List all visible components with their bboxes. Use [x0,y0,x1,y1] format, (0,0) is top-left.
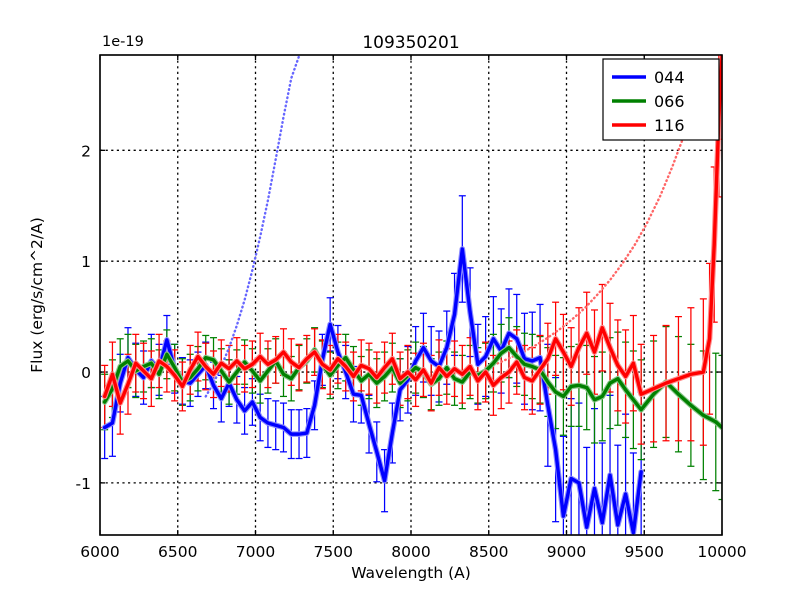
series-line-044 [102,247,643,535]
x-tick-label: 9000 [547,543,586,561]
legend-label-044[interactable]: 044 [654,68,685,87]
legend[interactable]: 044 066 116 [602,58,720,141]
legend-label-066[interactable]: 066 [654,92,685,111]
data-series-layer [101,55,722,535]
y-tick-label: -1 [76,475,91,493]
y-tick-label: 1 [81,253,91,271]
x-tick-label: 8000 [391,543,430,561]
x-axis-label: Wavelength (A) [351,564,471,582]
x-tick-label: 10000 [697,543,746,561]
continuum-116-continuum [484,60,708,369]
x-tick-labels: 6000 6500 7000 7500 8000 8500 9000 9500 10000 [80,543,746,561]
x-tick-label: 9500 [625,543,664,561]
y-tick-label: 2 [81,142,91,160]
y-tick-label: 0 [81,364,91,382]
y-axis-offset-label: 1e-19 [102,34,144,50]
page-title: 109350201 [362,33,459,53]
series-line-116 [102,55,722,405]
x-tick-label: 6500 [158,543,197,561]
legend-label-116[interactable]: 116 [654,116,685,135]
x-tick-label: 7500 [314,543,353,561]
x-tick-label: 8500 [469,543,508,561]
y-axis-label: Flux (erg/s/cm^2/A) [28,217,46,373]
x-tick-label: 6000 [80,543,119,561]
y-tick-labels: -1 0 1 2 [76,142,91,493]
x-tick-label: 7000 [236,543,275,561]
plot-frame-top [99,54,723,536]
